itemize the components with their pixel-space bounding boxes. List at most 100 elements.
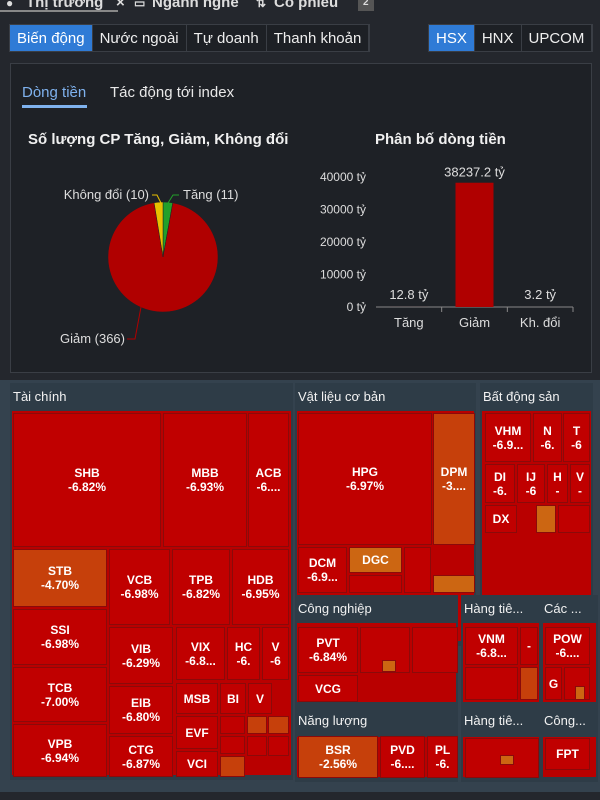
stock-symbol: VHM: [494, 423, 522, 438]
sector-title: Vật liệu cơ bản: [298, 389, 386, 404]
bar-data-label: 38237.2 tỷ: [444, 165, 505, 180]
stock-change: -6.9...: [492, 437, 524, 452]
hsx-button[interactable]: HSX: [429, 25, 475, 51]
stock-tile[interactable]: VNM -6.8...: [465, 627, 518, 665]
stock-change: -6....: [555, 646, 580, 660]
stock-tile[interactable]: N -6.: [533, 413, 562, 462]
stock-symbol: VNM: [478, 632, 505, 646]
pie-slice-giam[interactable]: [107, 202, 219, 313]
stock-tile[interactable]: PVT -6.84%: [298, 627, 358, 673]
stock-symbol: TPB: [189, 573, 213, 587]
stock-tile[interactable]: VHM -6.9...: [485, 413, 531, 462]
stock-tile[interactable]: DI -6.: [485, 464, 515, 503]
stock-tile[interactable]: MSB: [176, 683, 218, 714]
stock-tile-small[interactable]: [575, 686, 585, 700]
stock-tile-small[interactable]: [500, 755, 514, 765]
sector-title: Công...: [544, 713, 586, 728]
stock-tile-small[interactable]: [268, 716, 289, 734]
stock-tile[interactable]: HC -6.: [227, 627, 260, 680]
stock-symbol: HDB: [247, 573, 274, 587]
stock-tile[interactable]: DGC: [349, 547, 402, 573]
sector-title: Các ...: [544, 601, 582, 616]
stock-tile[interactable]: FPT: [545, 738, 590, 770]
bar-data-label: 3.2 tỷ: [524, 287, 556, 302]
stock-tile-small[interactable]: [382, 660, 396, 672]
stock-tile[interactable]: DCM -6.9...: [298, 547, 347, 593]
pie-slice-khong-doi[interactable]: [153, 201, 164, 258]
stock-tile[interactable]: IJ -6: [517, 464, 545, 503]
pie-chart-title: Số lượng CP Tăng, Giảm, Không đổi: [28, 131, 289, 148]
stock-tile[interactable]: ACB -6....: [248, 413, 289, 547]
stock-tile[interactable]: DX: [485, 505, 517, 533]
tu-doanh-button[interactable]: Tự doanh: [186, 25, 267, 51]
stock-tile[interactable]: PL -6.: [427, 736, 458, 778]
stock-change: -6.82%: [181, 587, 221, 601]
stock-tile[interactable]: V: [248, 683, 272, 714]
stock-symbol: PL: [434, 743, 451, 757]
stock-tile[interactable]: -: [520, 627, 538, 665]
thanh-khoan-button[interactable]: Thanh khoản: [266, 25, 370, 51]
stock-tile[interactable]: EVF: [176, 716, 218, 749]
stock-tile-small[interactable]: [520, 667, 538, 700]
upcom-button[interactable]: UPCOM: [521, 25, 593, 51]
stock-tile-small[interactable]: [465, 667, 518, 700]
stock-tile[interactable]: MBB -6.93%: [163, 413, 247, 547]
stock-tile[interactable]: POW -6....: [545, 627, 590, 665]
stock-tile[interactable]: H-: [547, 464, 568, 503]
stock-tile-small[interactable]: [558, 505, 590, 533]
tab-co-phieu[interactable]: Cổ phiếu: [274, 0, 339, 11]
stock-tile[interactable]: HPG -6.97%: [298, 413, 432, 545]
stock-change: -6.: [236, 653, 251, 668]
stock-tile-small[interactable]: [247, 736, 267, 756]
stock-tile[interactable]: HDB -6.95%: [232, 549, 289, 625]
sector-title: Hàng tiê...: [464, 713, 524, 728]
stock-tile[interactable]: TPB -6.82%: [172, 549, 230, 625]
stock-symbol: CTG: [128, 742, 154, 757]
stock-tile[interactable]: EIB -6.80%: [109, 686, 173, 734]
stock-tile[interactable]: V-: [570, 464, 590, 503]
stock-tile-small[interactable]: [268, 736, 289, 756]
sector-title: Năng lượng: [298, 713, 368, 728]
tab-tac-dong-index[interactable]: Tác động tới index: [110, 84, 235, 101]
stock-tile[interactable]: SHB -6.82%: [13, 413, 161, 547]
stock-tile[interactable]: VCB -6.98%: [109, 549, 170, 625]
stock-change: -6.: [540, 437, 555, 452]
stock-tile[interactable]: V -6: [262, 627, 289, 680]
stock-tile[interactable]: VIB -6.29%: [109, 627, 173, 684]
stock-tile[interactable]: TCB -7.00%: [13, 667, 107, 722]
stock-tile[interactable]: SSI -6.98%: [13, 609, 107, 665]
stock-change: -: [555, 483, 560, 498]
tab-dong-tien[interactable]: Dòng tiền: [22, 84, 87, 101]
stock-tile[interactable]: BSR -2.56%: [298, 736, 378, 778]
stock-tile[interactable]: CTG -6.87%: [109, 736, 173, 777]
stock-change: -2.56%: [318, 757, 358, 771]
stock-tile[interactable]: BI: [220, 683, 246, 714]
stock-tile[interactable]: G: [545, 667, 562, 700]
stock-tile[interactable]: VCI: [176, 751, 218, 777]
stock-tile[interactable]: VPB -6.94%: [13, 724, 107, 777]
stock-tile[interactable]: VIX -6.8...: [176, 627, 225, 680]
stock-tile-small[interactable]: [220, 736, 245, 754]
stock-tile[interactable]: PVD -6....: [380, 736, 425, 778]
bar-1[interactable]: [455, 182, 494, 307]
stock-tile-small[interactable]: [349, 575, 402, 593]
nuoc-ngoai-button[interactable]: Nước ngoài: [92, 25, 187, 51]
stock-tile-small[interactable]: [220, 756, 245, 777]
hnx-button[interactable]: HNX: [474, 25, 522, 51]
stock-tile-small[interactable]: [412, 627, 458, 673]
close-icon[interactable]: ×: [116, 0, 125, 11]
stock-tile-small[interactable]: [220, 716, 245, 734]
stock-tile[interactable]: DPM -3....: [433, 413, 475, 545]
stock-symbol: ACB: [255, 466, 282, 480]
stock-tile-small[interactable]: [433, 575, 475, 593]
stock-tile[interactable]: VCG: [298, 675, 358, 702]
x-tick-label: Kh. đổi: [520, 315, 561, 330]
tab-thi-truong[interactable]: Thị trường: [26, 0, 104, 11]
stock-tile-small[interactable]: [536, 505, 556, 533]
stock-tile-small[interactable]: [247, 716, 267, 734]
stock-tile[interactable]: T -6: [563, 413, 590, 462]
stock-tile[interactable]: STB -4.70%: [13, 549, 107, 607]
stock-tile-small[interactable]: [404, 547, 431, 593]
bien-dong-button[interactable]: Biến động: [10, 25, 93, 51]
tab-nganh-nghe[interactable]: Ngành nghề: [152, 0, 239, 11]
